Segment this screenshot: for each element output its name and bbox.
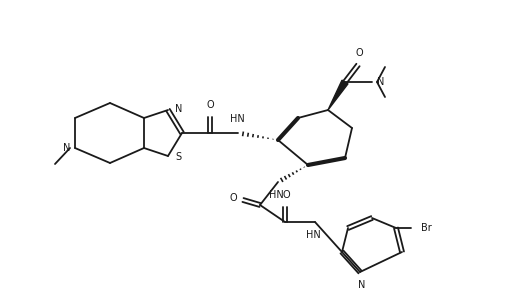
Text: O: O	[282, 190, 290, 200]
Text: O: O	[229, 193, 237, 203]
Text: O: O	[355, 48, 363, 58]
Text: N: N	[175, 104, 182, 114]
Text: S: S	[175, 152, 181, 162]
Text: HN: HN	[230, 114, 244, 124]
Text: N: N	[358, 280, 366, 290]
Text: Br: Br	[421, 223, 432, 233]
Text: N: N	[63, 143, 70, 153]
Text: HN: HN	[269, 190, 283, 200]
Polygon shape	[328, 80, 348, 110]
Text: N: N	[377, 77, 384, 87]
Text: O: O	[206, 100, 214, 110]
Text: HN: HN	[305, 230, 321, 240]
